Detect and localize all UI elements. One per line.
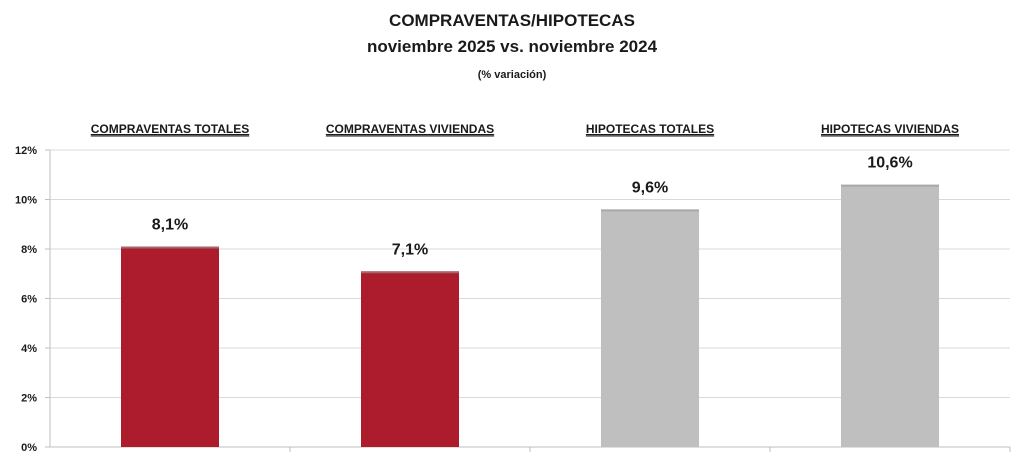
chart-note: (% variación) [477, 69, 547, 81]
y-axis: 0% 2% 4% 6% 8% 10% 12% [15, 145, 1011, 454]
data-label: 7,1% [392, 241, 428, 258]
y-tick-label: 4% [21, 343, 37, 355]
bar [841, 184, 939, 447]
bar-top-edge [841, 184, 939, 187]
bar-top-edge [121, 246, 219, 249]
data-labels: 8,1% 7,1% 9,6% 10,6% [152, 155, 913, 259]
y-tick-label: 6% [21, 294, 37, 306]
category-label: HIPOTECAS VIVIENDAS [821, 122, 959, 136]
bar [601, 209, 699, 447]
bar [121, 246, 219, 447]
bars [121, 184, 939, 447]
bar-top-edge [601, 209, 699, 212]
data-label: 10,6% [867, 155, 912, 172]
category-label: COMPRAVENTAS TOTALES [91, 122, 249, 136]
category-label: HIPOTECAS TOTALES [586, 122, 714, 136]
y-tick-label: 0% [21, 442, 37, 454]
data-label: 8,1% [152, 217, 188, 234]
y-tick-label: 10% [15, 195, 37, 207]
bar-top-edge [361, 271, 459, 274]
y-tick-label: 2% [21, 393, 37, 405]
chart-title-block: COMPRAVENTAS/HIPOTECAS noviembre 2025 vs… [0, 8, 1024, 86]
category-label: COMPRAVENTAS VIVIENDAS [326, 122, 494, 136]
y-tick-label: 8% [21, 244, 37, 256]
chart-title: COMPRAVENTAS/HIPOTECAS [389, 11, 635, 30]
bar [361, 271, 459, 447]
data-label: 9,6% [632, 179, 668, 196]
category-labels: COMPRAVENTAS TOTALES COMPRAVENTAS VIVIEND… [90, 122, 960, 137]
y-tick-label: 12% [15, 145, 37, 157]
chart-subtitle: noviembre 2025 vs. noviembre 2024 [366, 37, 658, 56]
